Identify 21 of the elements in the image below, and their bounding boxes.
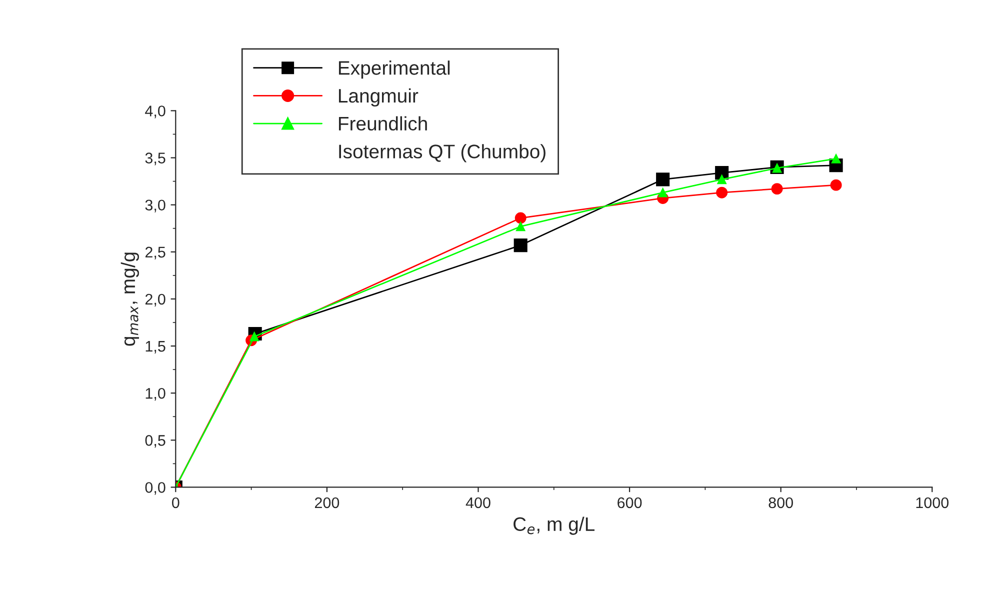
y-tick-label: 1,0 xyxy=(146,388,166,401)
y-tick-label: 0,5 xyxy=(145,435,166,448)
y-tick-label: 1,5 xyxy=(146,341,166,354)
y-tick-label: 3,5 xyxy=(145,152,166,166)
legend-title: Isotermas QT (Chumbo) xyxy=(339,144,546,162)
y-axis-title: q$_{max}$, mg/g xyxy=(120,252,139,346)
legend-label: Langmuir xyxy=(338,88,418,107)
y-tick-label: 0,0 xyxy=(145,482,166,495)
x-tick-label: 200 xyxy=(314,497,340,508)
y-tick-label: 2,5 xyxy=(145,246,166,260)
x-tick-label: 0 xyxy=(172,497,180,508)
y-tick-label: 4,0 xyxy=(145,106,166,118)
x-tick-label: 800 xyxy=(768,497,793,508)
y-tick-label: 3,0 xyxy=(145,200,166,212)
x-tick-label: 400 xyxy=(466,497,490,508)
x-axis-title: C$_{e}$, m g/L xyxy=(514,516,594,535)
x-tick-label: 600 xyxy=(618,497,642,508)
legend-label: Freundlich xyxy=(338,116,427,131)
y-tick-label: 2,0 xyxy=(145,294,166,306)
x-tick-label: 1000 xyxy=(916,497,949,508)
legend-label: Experimental xyxy=(338,60,450,79)
